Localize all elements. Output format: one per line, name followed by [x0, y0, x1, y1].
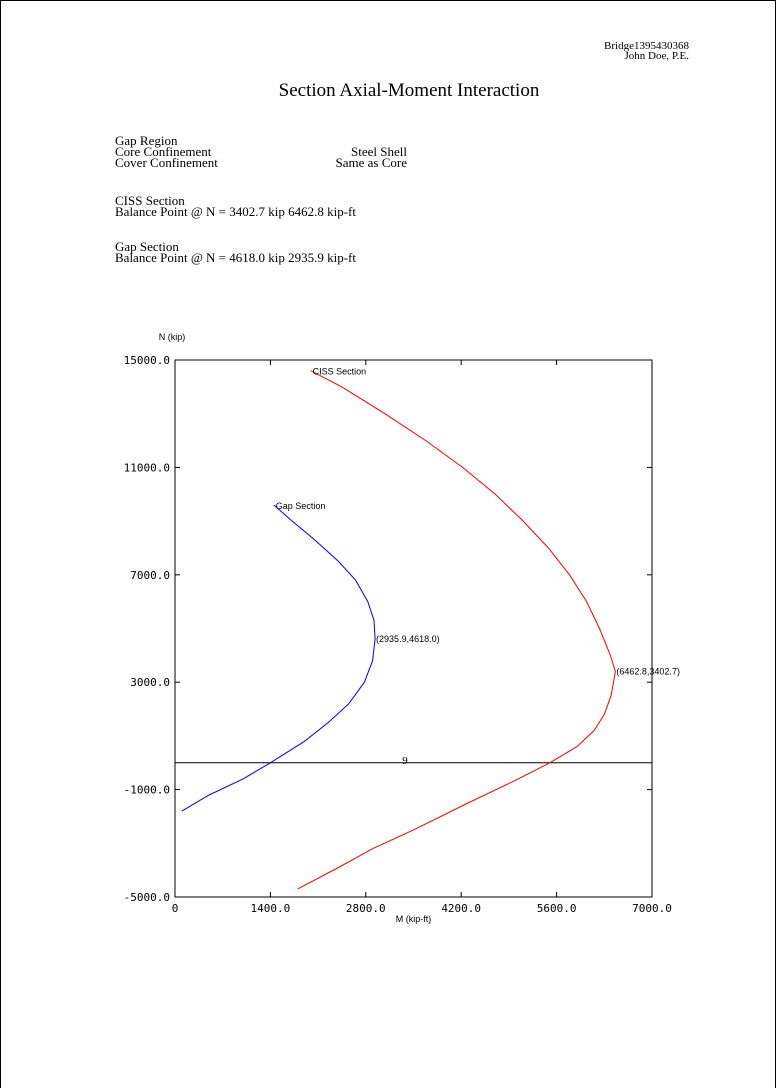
x-tick-label: 0	[172, 902, 179, 915]
y-tick-label: 3000.0	[130, 676, 170, 689]
ciss-section-label: CISS Section	[313, 367, 367, 377]
report-header: Bridge1395430368 John Doe, P.E.	[604, 40, 689, 62]
cover-value: Same as Core	[335, 155, 407, 170]
confinement-info: Gap Region Core Confinement Steel Shell …	[115, 133, 407, 170]
ciss-balance: Balance Point @ N = 3402.7 kip 6462.8 ki…	[115, 204, 357, 219]
y-tick-label: 15000.0	[124, 354, 170, 367]
page-title: Section Axial-Moment Interaction	[278, 80, 540, 101]
y-tick-label: 11000.0	[124, 461, 170, 474]
gap-title: Gap Section	[115, 239, 179, 254]
ciss-title: CISS Section	[115, 193, 185, 208]
x-axis-label: M (kip-ft)	[396, 914, 432, 924]
ciss-info: CISS Section Balance Point @ N = 3402.7 …	[115, 193, 407, 219]
x-tick-label: 4200.0	[441, 902, 481, 915]
x-tick-label: 2800.0	[346, 902, 386, 915]
y-tick-label: 7000.0	[130, 569, 170, 582]
ciss-section-balance-annotation: (6462.8,3402.7)	[616, 666, 680, 676]
series-group: CISS Section (6462.8,3402.7) Gap Section (2…	[181, 367, 680, 890]
plot-frame	[174, 359, 653, 898]
core-label: Core Confinement	[115, 144, 212, 159]
engineer-name: John Doe, P.E.	[624, 50, 689, 62]
ciss-section-curve	[297, 370, 616, 890]
gap-section-balance-annotation: (2935.9,4618.0)	[376, 634, 440, 644]
y-tick-label: -1000.0	[124, 784, 170, 797]
x-tick-label: 1400.0	[251, 902, 291, 915]
cover-row: Cover Confinement Same as Core	[115, 155, 407, 170]
gap-section-curve	[181, 504, 376, 812]
job-id: Bridge1395430368	[604, 40, 689, 52]
region-row: Gap Region	[115, 133, 407, 148]
x-tick-label: 5600.0	[537, 902, 577, 915]
core-value: Steel Shell	[351, 144, 407, 159]
cover-label: Cover Confinement	[115, 155, 218, 170]
region-label: Gap Region	[115, 133, 178, 148]
core-row: Core Confinement Steel Shell	[115, 144, 407, 159]
page-number: 9	[402, 755, 408, 767]
gap-info: Gap Section Balance Point @ N = 4618.0 k…	[115, 239, 407, 265]
x-tick-label: 7000.0	[632, 902, 672, 915]
y-tick-label: -5000.0	[124, 891, 170, 904]
gap-section-label: Gap Section	[276, 501, 326, 511]
y-axis-label: N (kip)	[159, 332, 186, 342]
axes: 0 1400.0 2800.0 4200.0 5600.0 7000.0 -5000.0 -1…	[124, 332, 672, 924]
gap-balance: Balance Point @ N = 4618.0 kip 2935.9 ki…	[115, 250, 357, 265]
